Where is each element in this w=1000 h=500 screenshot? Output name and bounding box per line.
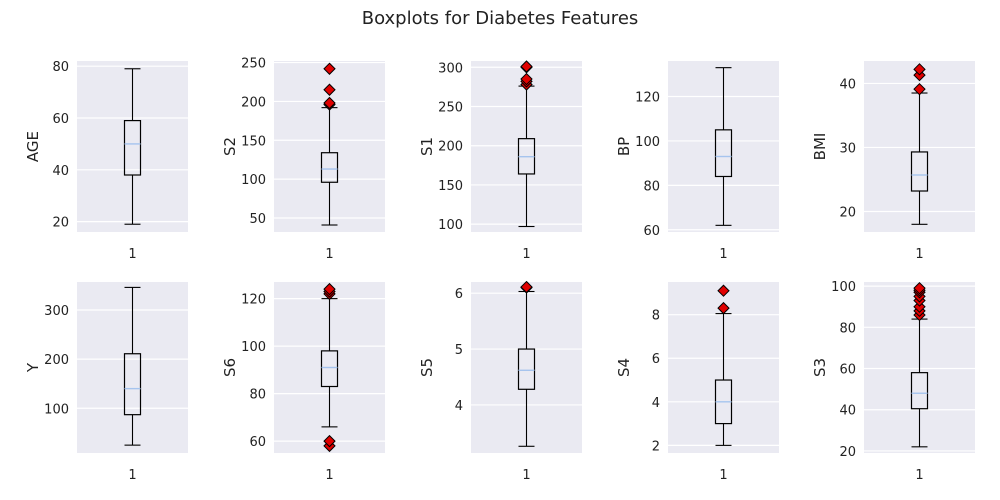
x-tick-label: 1 <box>915 247 923 262</box>
y-axis-label: AGE <box>24 131 42 162</box>
y-tick-label: 100 <box>438 218 463 233</box>
x-tick-label: 1 <box>719 468 727 483</box>
y-tick-label: 60 <box>643 224 660 239</box>
panel-s5: 4 5 6 1 S5 <box>418 280 582 483</box>
y-tick-label: 20 <box>839 206 856 221</box>
x-tick-label: 1 <box>128 468 136 483</box>
outlier-marker <box>323 96 336 110</box>
x-tick-label: 1 <box>325 247 333 262</box>
iqr-box <box>320 152 339 183</box>
y-tick-label: 60 <box>249 435 266 450</box>
y-axis-label: S5 <box>418 358 436 377</box>
iqr-box <box>910 151 929 192</box>
y-axis-label: S2 <box>221 137 239 156</box>
y-tick-label: 250 <box>241 57 266 72</box>
panel-s4: 2 4 6 8 1 S4 <box>615 282 779 483</box>
iqr-box <box>123 119 142 176</box>
y-tick-label: 100 <box>44 402 69 417</box>
outlier-marker <box>520 72 533 86</box>
y-tick-label: 150 <box>241 134 266 149</box>
y-tick-label: 40 <box>839 404 856 419</box>
outlier-marker <box>323 282 336 296</box>
y-tick-label: 40 <box>52 164 69 179</box>
figure-title: Boxplots for Diabetes Features <box>362 8 639 29</box>
iqr-box <box>517 348 536 390</box>
y-tick-label: 50 <box>249 212 266 227</box>
x-tick-label: 1 <box>325 468 333 483</box>
panel-s6: 60 80 100 120 1 S6 <box>221 282 385 483</box>
y-tick-label: 8 <box>652 309 660 324</box>
outlier-marker <box>323 62 336 75</box>
y-tick-label: 200 <box>241 95 266 110</box>
y-tick-label: 6 <box>652 352 660 367</box>
y-axis-label: BP <box>615 137 633 156</box>
y-axis-label: BMI <box>811 133 829 161</box>
outlier-marker <box>323 434 336 448</box>
y-tick-label: 100 <box>241 340 266 355</box>
outlier-marker <box>323 83 336 96</box>
y-tick-label: 100 <box>241 173 266 188</box>
iqr-box <box>320 350 339 388</box>
y-tick-label: 20 <box>839 445 856 460</box>
x-tick-label: 1 <box>915 468 923 483</box>
iqr-box <box>123 353 142 416</box>
y-tick-label: 30 <box>839 141 856 156</box>
y-tick-label: 200 <box>438 140 463 155</box>
y-axis-label: S1 <box>418 137 436 156</box>
y-tick-label: 80 <box>249 388 266 403</box>
y-tick-label: 300 <box>438 61 463 76</box>
outlier-marker <box>717 301 730 315</box>
y-tick-label: 5 <box>455 343 463 358</box>
x-tick-label: 1 <box>719 247 727 262</box>
y-tick-label: 40 <box>839 77 856 92</box>
outlier-marker <box>520 280 533 294</box>
y-tick-label: 120 <box>241 293 266 308</box>
y-axis-label: S4 <box>615 358 633 377</box>
y-axis-label: S6 <box>221 358 239 377</box>
y-tick-label: 100 <box>831 280 856 295</box>
panel-y: 100 200 300 1 Y <box>24 282 188 483</box>
y-tick-label: 4 <box>455 399 463 414</box>
y-tick-label: 20 <box>52 216 69 231</box>
panel-bp: 60 80 100 120 1 BP <box>615 61 779 262</box>
outlier-marker <box>520 60 533 73</box>
y-tick-label: 200 <box>44 353 69 368</box>
y-tick-label: 300 <box>44 304 69 319</box>
iqr-box <box>714 129 733 178</box>
panel-s2: 50 100 150 200 250 1 S2 <box>221 57 385 262</box>
y-tick-label: 80 <box>52 60 69 75</box>
x-tick-label: 1 <box>128 247 136 262</box>
outlier-marker <box>913 63 926 76</box>
x-tick-label: 1 <box>522 468 530 483</box>
y-axis-label: Y <box>24 362 42 373</box>
y-tick-label: 120 <box>635 91 660 106</box>
y-tick-label: 2 <box>652 439 660 454</box>
panel-s3: 20 40 60 80 100 1 S3 <box>811 280 975 483</box>
y-tick-label: 60 <box>52 112 69 127</box>
y-tick-label: 60 <box>839 363 856 378</box>
outlier-marker <box>717 284 730 297</box>
panel-bmi: 20 30 40 1 BMI <box>811 61 975 262</box>
panel-age: 20 40 60 80 1 AGE <box>24 60 188 262</box>
outlier-marker <box>913 281 926 295</box>
y-tick-label: 6 <box>455 287 463 302</box>
y-tick-label: 250 <box>438 100 463 115</box>
panels-container: 204060801AGE501001502002501S210015020025… <box>24 57 975 483</box>
iqr-box <box>910 372 929 410</box>
y-tick-label: 100 <box>635 135 660 150</box>
y-tick-label: 4 <box>652 396 660 411</box>
outlier-marker <box>913 82 926 96</box>
y-tick-label: 150 <box>438 179 463 194</box>
y-tick-label: 80 <box>643 179 660 194</box>
panel-s1: 100 150 200 250 300 1 S1 <box>418 60 582 262</box>
y-axis-label: S3 <box>811 358 829 377</box>
x-tick-label: 1 <box>522 247 530 262</box>
y-tick-label: 80 <box>839 321 856 336</box>
